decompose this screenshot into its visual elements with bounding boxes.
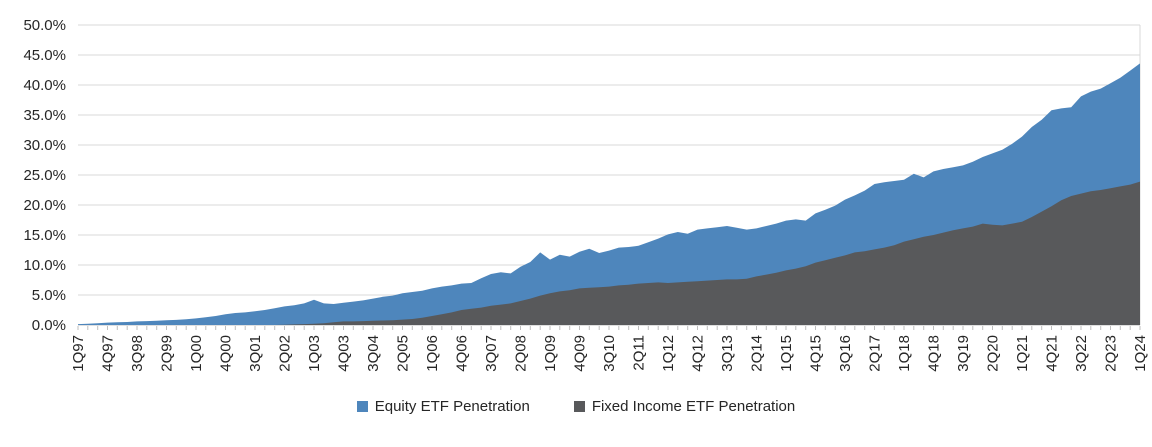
x-axis-label: 3Q07: [483, 335, 500, 372]
y-axis-label: 30.0%: [23, 137, 66, 154]
x-axis-label: 2Q02: [277, 335, 294, 372]
y-axis-label: 25.0%: [23, 167, 66, 184]
legend: Equity ETF Penetration Fixed Income ETF …: [0, 398, 1152, 415]
x-axis-label: 2Q14: [749, 335, 766, 372]
legend-label-fixed-income: Fixed Income ETF Penetration: [591, 398, 796, 415]
x-axis-label: 1Q24: [1132, 335, 1149, 372]
x-axis-label: 3Q01: [247, 335, 264, 372]
x-axis-label: 2Q11: [631, 335, 648, 371]
x-axis-label: 4Q00: [218, 335, 235, 372]
x-axis-label: 2Q08: [513, 335, 530, 372]
x-axis-label: 3Q10: [601, 335, 618, 372]
x-axis-label: 1Q21: [1014, 335, 1031, 372]
fixed-income-swatch-icon: [573, 401, 585, 412]
y-axis-label: 50.0%: [23, 17, 66, 34]
x-axis-label: 4Q15: [808, 335, 825, 372]
y-axis-label: 40.0%: [23, 77, 66, 94]
x-axis-label: 1Q00: [188, 335, 205, 372]
y-axis-label: 15.0%: [23, 227, 66, 244]
equity-swatch-icon: [356, 401, 368, 412]
x-axis-label: 2Q23: [1103, 335, 1120, 372]
x-axis-label: 4Q03: [336, 335, 353, 372]
y-axis-label: 20.0%: [23, 197, 66, 214]
x-axis-label: 4Q09: [572, 335, 589, 372]
x-axis-label: 4Q97: [100, 335, 117, 372]
x-axis-label: 3Q22: [1073, 335, 1090, 372]
x-axis-label: 4Q12: [690, 335, 707, 372]
x-axis-label: 3Q98: [129, 335, 146, 372]
legend-item-equity: Equity ETF Penetration: [356, 398, 530, 415]
x-axis-label: 3Q16: [837, 335, 854, 372]
x-axis-label: 1Q09: [542, 335, 559, 372]
area-fixed-income-etf: [78, 181, 1140, 325]
x-axis-label: 1Q15: [778, 335, 795, 372]
x-axis-label: 1Q18: [896, 335, 913, 372]
x-axis-label: 3Q13: [719, 335, 736, 372]
x-axis-label: 3Q04: [365, 335, 382, 372]
y-axis-label: 5.0%: [32, 287, 66, 304]
x-axis-label: 2Q17: [867, 335, 884, 372]
x-axis-label: 3Q19: [955, 335, 972, 372]
y-axis-label: 0.0%: [32, 317, 66, 334]
x-axis-label: 1Q12: [660, 335, 677, 372]
x-axis-label: 2Q99: [159, 335, 176, 372]
legend-label-equity: Equity ETF Penetration: [374, 398, 530, 415]
chart-canvas: 0.0% 5.0% 10.0% 15.0% 20.0% 25.0% 30.0% 35.0% 40…: [23, 17, 1149, 372]
x-axis-label: 1Q03: [306, 335, 323, 372]
y-axis-label: 35.0%: [23, 107, 66, 124]
x-axis-label: 2Q20: [985, 335, 1002, 372]
x-axis-label: 2Q05: [395, 335, 412, 372]
x-axis-label: 4Q18: [926, 335, 943, 372]
y-axis-label: 10.0%: [23, 257, 66, 274]
y-axis-label: 45.0%: [23, 47, 66, 64]
x-axis-label: 4Q21: [1044, 335, 1061, 372]
x-axis-label: 1Q97: [70, 335, 87, 372]
x-axis-label: 4Q06: [454, 335, 471, 372]
x-axis-label: 1Q06: [424, 335, 441, 372]
legend-item-fixed-income: Fixed Income ETF Penetration: [573, 398, 796, 415]
